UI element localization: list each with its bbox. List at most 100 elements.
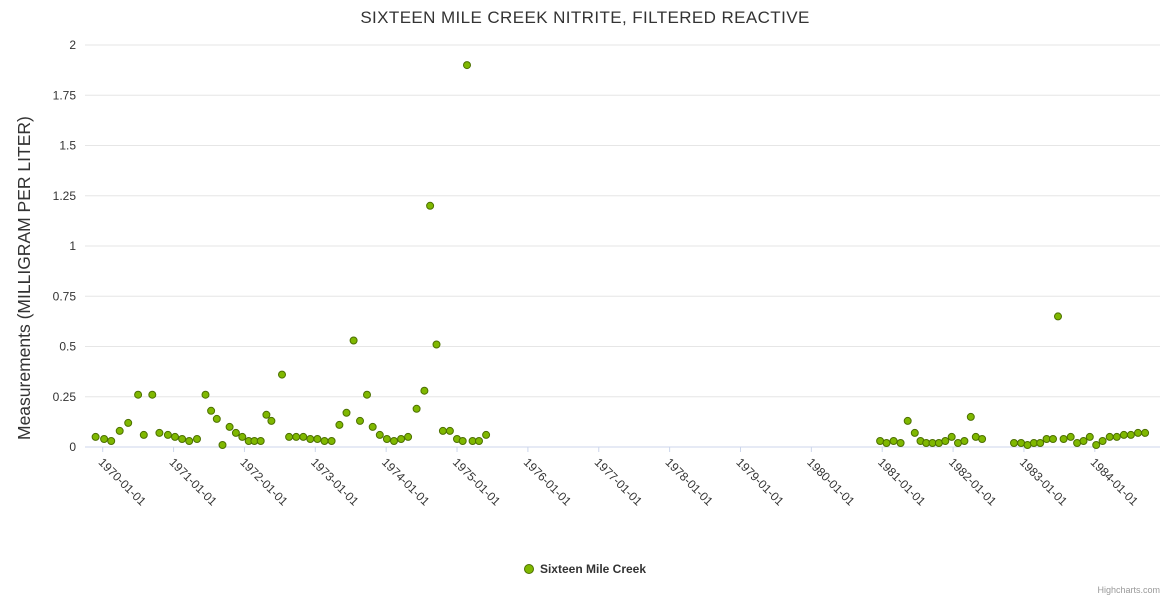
scatter-point[interactable] [292, 432, 301, 441]
scatter-point[interactable] [201, 390, 210, 399]
scatter-point[interactable] [960, 437, 969, 445]
x-axis-tick-label: 1972-01-01 [237, 455, 291, 509]
x-axis-tick-label: 1970-01-01 [96, 455, 150, 509]
scatter-point[interactable] [139, 430, 148, 439]
scatter-point[interactable] [185, 437, 194, 445]
y-axis-tick-label: 0 [69, 440, 76, 454]
scatter-point[interactable] [1049, 435, 1057, 443]
scatter-point[interactable] [163, 430, 172, 439]
scatter-point[interactable] [426, 201, 435, 210]
scatter-point[interactable] [238, 432, 247, 441]
scatter-point[interactable] [903, 416, 912, 425]
scatter-point[interactable] [225, 422, 234, 431]
scatter-point[interactable] [404, 432, 413, 441]
scatter-point[interactable] [212, 414, 221, 423]
scatter-point[interactable] [327, 437, 336, 445]
scatter-point[interactable] [390, 437, 398, 445]
scatter-point[interactable] [363, 390, 371, 399]
scatter-point[interactable] [256, 437, 265, 445]
scatter-point[interactable] [482, 430, 491, 439]
scatter-point[interactable] [335, 420, 344, 429]
scatter-point[interactable] [349, 336, 358, 345]
chart-title: SIXTEEN MILE CREEK NITRITE, FILTERED REA… [360, 8, 810, 27]
scatter-point[interactable] [218, 441, 227, 449]
scatter-point[interactable] [1036, 439, 1045, 447]
scatter-point[interactable] [299, 432, 308, 441]
scatter-point[interactable] [313, 435, 322, 443]
y-axis-tick-label: 2 [69, 38, 76, 52]
scatter-point[interactable] [420, 386, 429, 395]
y-axis-tick-label: 0.75 [53, 289, 77, 303]
scatter-point[interactable] [115, 426, 124, 435]
scatter-point[interactable] [463, 61, 471, 70]
scatter-point[interactable] [320, 437, 329, 445]
x-axis-tick-label: 1971-01-01 [166, 455, 220, 509]
legend-item[interactable]: Sixteen Mile Creek [0, 562, 1170, 576]
scatter-point[interactable] [231, 428, 240, 437]
scatter-point[interactable] [1010, 439, 1018, 447]
scatter-point[interactable] [458, 437, 467, 445]
x-axis-tick-label: 1980-01-01 [804, 455, 858, 509]
scatter-point[interactable] [1112, 432, 1121, 441]
scatter-point[interactable] [947, 432, 956, 441]
x-axis-tick-label: 1974-01-01 [379, 455, 433, 509]
scatter-point[interactable] [397, 435, 406, 443]
scatter-point[interactable] [278, 370, 286, 379]
scatter-point[interactable] [889, 437, 898, 445]
x-axis-tick-label: 1977-01-01 [592, 455, 646, 509]
scatter-point[interactable] [1092, 441, 1101, 449]
scatter-point[interactable] [1085, 432, 1094, 441]
scatter-point[interactable] [1079, 437, 1088, 445]
scatter-point[interactable] [1059, 435, 1068, 443]
scatter-point[interactable] [207, 406, 216, 415]
scatter-point[interactable] [1141, 428, 1150, 437]
scatter-point[interactable] [941, 437, 950, 445]
y-axis-tick-label: 0.5 [59, 340, 76, 354]
scatter-point[interactable] [382, 435, 391, 443]
scatter-point[interactable] [91, 432, 100, 441]
scatter-point[interactable] [445, 426, 454, 435]
scatter-point[interactable] [262, 410, 271, 419]
scatter-point[interactable] [1098, 437, 1107, 445]
x-axis-tick-label: 1983-01-01 [1017, 455, 1071, 509]
scatter-point[interactable] [910, 428, 919, 437]
legend-label: Sixteen Mile Creek [539, 562, 647, 576]
scatter-point[interactable] [178, 435, 187, 443]
y-axis-tick-label: 1 [69, 239, 76, 253]
scatter-point[interactable] [155, 428, 164, 437]
scatter-point[interactable] [375, 430, 384, 439]
scatter-point[interactable] [475, 437, 483, 445]
scatter-point[interactable] [1105, 432, 1114, 441]
scatter-point[interactable] [134, 390, 143, 399]
scatter-point[interactable] [107, 437, 116, 445]
scatter-point[interactable] [978, 435, 987, 443]
highcharts-credit-link[interactable]: Highcharts.com [1097, 585, 1160, 595]
scatter-point[interactable] [100, 435, 109, 443]
x-axis-tick-label: 1979-01-01 [733, 455, 787, 509]
scatter-point[interactable] [432, 340, 441, 349]
scatter-point[interactable] [896, 439, 905, 447]
scatter-point[interactable] [356, 416, 364, 425]
scatter-point[interactable] [193, 435, 201, 443]
x-axis-tick-label: 1973-01-01 [308, 455, 362, 509]
scatter-point[interactable] [1126, 430, 1135, 439]
scatter-point[interactable] [267, 416, 276, 425]
scatter-point[interactable] [1119, 430, 1128, 439]
y-axis-tick-label: 1.25 [53, 189, 77, 203]
scatter-point[interactable] [342, 408, 351, 417]
legend-marker-icon [523, 564, 534, 574]
scatter-point[interactable] [368, 422, 377, 431]
scatter-point[interactable] [1066, 432, 1075, 441]
scatter-point[interactable] [148, 390, 157, 399]
scatter-point[interactable] [882, 439, 891, 447]
scatter-point[interactable] [1134, 428, 1142, 437]
scatter-point[interactable] [1054, 312, 1062, 321]
scatter-point[interactable] [306, 435, 315, 443]
scatter-point[interactable] [285, 432, 294, 441]
scatter-point[interactable] [966, 412, 975, 421]
scatter-point[interactable] [171, 432, 179, 441]
scatter-point[interactable] [124, 418, 133, 427]
scatter-point[interactable] [412, 404, 421, 413]
scatter-point[interactable] [438, 426, 447, 435]
